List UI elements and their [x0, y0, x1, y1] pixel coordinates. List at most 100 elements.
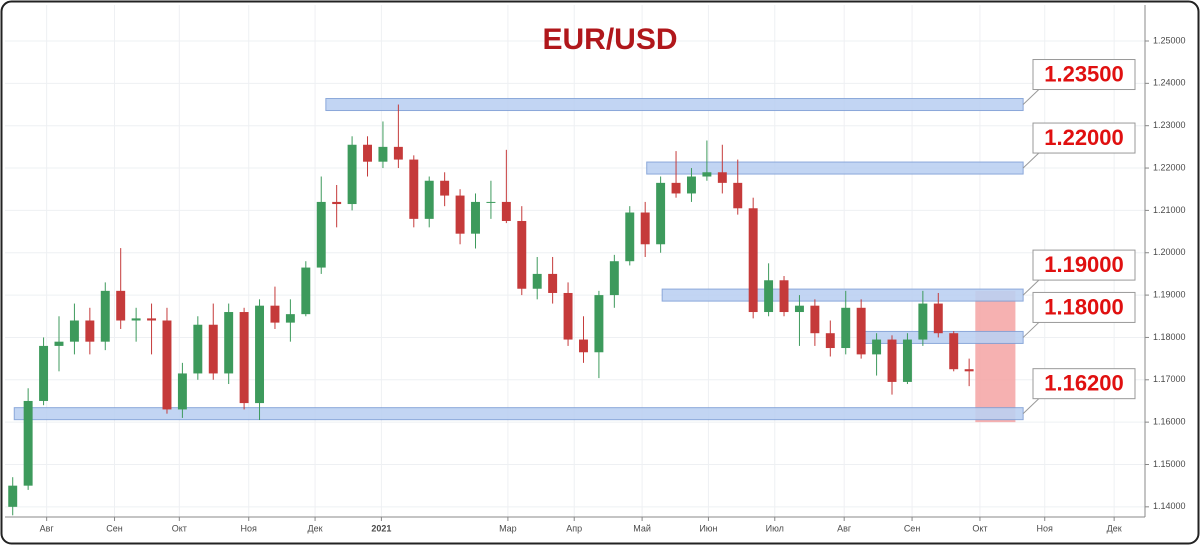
candle-body [239, 312, 249, 404]
candle-body [517, 220, 527, 289]
candle-body [686, 176, 696, 194]
candle-body [501, 201, 511, 221]
zones [13, 98, 1024, 423]
level-zone [661, 288, 1024, 302]
candle-body [810, 305, 820, 334]
x-tick-label: Июн [699, 523, 717, 533]
y-tick-label: 1.23000 [1153, 120, 1186, 130]
candle-body [872, 339, 882, 355]
candle-body [794, 305, 804, 313]
candle-body [301, 267, 311, 315]
y-tick-label: 1.21000 [1153, 205, 1186, 215]
candle-body [471, 201, 480, 234]
candle-body [440, 180, 450, 196]
level-label: 1.23500 [1044, 61, 1124, 86]
y-tick-label: 1.14000 [1153, 501, 1186, 511]
x-tick-label: Окт [972, 523, 987, 533]
level-label: 1.19000 [1044, 252, 1124, 277]
candle-body [131, 318, 141, 321]
candle-body [532, 273, 542, 289]
y-tick-label: 1.22000 [1153, 162, 1186, 172]
candle-body [39, 345, 49, 401]
candle-body [147, 318, 157, 321]
candle-body [193, 324, 203, 374]
level-zone [325, 98, 1024, 112]
x-tick-label: Дек [1107, 523, 1122, 533]
candle-body [100, 290, 110, 342]
x-tick-label: Ноя [1037, 523, 1054, 533]
candle-body [270, 305, 280, 323]
callout-box [1032, 291, 1136, 323]
callout-box [1032, 368, 1136, 400]
chart-title: EUR/USD [542, 23, 677, 56]
x-tick-label: Апр [566, 523, 582, 533]
x-tick-label: Ноя [241, 523, 258, 533]
y-tick-label: 1.24000 [1153, 78, 1186, 88]
x-tick-label: Май [633, 523, 651, 533]
candle-body [177, 373, 187, 410]
axes: 1.14000 1.15000 1.16000 1.17000 1.18000 1.190… [5, 5, 1186, 533]
candle-body [640, 212, 650, 245]
candle-body [609, 261, 619, 296]
candle-body [902, 339, 912, 382]
callout-box [1032, 249, 1136, 281]
candle-body [887, 339, 897, 382]
level-zone [13, 407, 1024, 421]
candle-body [702, 172, 712, 177]
candle-body [563, 292, 573, 340]
x-tick-label: Авг [40, 523, 55, 533]
candle-body [841, 307, 851, 349]
candle-body [116, 290, 126, 321]
candle-body [656, 182, 666, 245]
x-tick-label: Окт [172, 523, 187, 533]
x-tick-label: Мар [499, 523, 517, 533]
x-tick-label: Июл [766, 523, 784, 533]
y-tick-label: 1.15000 [1153, 459, 1186, 469]
candle-body [363, 144, 372, 162]
candle-body [8, 485, 18, 507]
candle-body [255, 305, 265, 404]
candle-body [285, 314, 295, 323]
level-label: 1.18000 [1044, 294, 1124, 319]
candle-body [733, 182, 743, 209]
candle-body [162, 320, 172, 410]
x-tick-label: Авг [837, 523, 852, 533]
candle-body [964, 369, 974, 372]
candle-body [779, 280, 789, 313]
candle-body [548, 273, 558, 293]
y-tick-label: 1.17000 [1153, 374, 1186, 384]
y-tick-label: 1.20000 [1153, 247, 1186, 257]
level-zone [646, 161, 1024, 175]
y-tick-label: 1.16000 [1153, 417, 1186, 427]
candle-body [332, 201, 342, 205]
candle-body [933, 303, 943, 334]
candle-body [579, 339, 588, 353]
labels: 1.23500 1.22000 1.19000 1.18000 1.16200 [1022, 59, 1136, 415]
candle-body [486, 201, 496, 203]
candle-body [949, 333, 959, 370]
candle-body [764, 280, 774, 313]
candle-body [748, 208, 758, 313]
candle-body [378, 146, 388, 162]
candle-body [424, 180, 434, 219]
candle-body [224, 312, 234, 374]
callout-box [1032, 122, 1136, 154]
candle-body [393, 146, 403, 160]
x-tick-label: 2021 [371, 523, 391, 533]
level-zone [862, 330, 1024, 344]
candle-body [85, 320, 95, 342]
candle-body [347, 144, 357, 205]
candle-body [54, 341, 64, 346]
candle-body [409, 159, 419, 219]
candle-body [856, 307, 866, 355]
candle-body [825, 333, 835, 349]
callout-box [1032, 59, 1136, 91]
candle-body [69, 320, 79, 342]
candle-body [455, 195, 465, 234]
candle-body [625, 212, 635, 262]
highlight-zone [975, 290, 1016, 423]
y-tick-label: 1.18000 [1153, 332, 1186, 342]
x-tick-label: Сен [904, 523, 921, 533]
